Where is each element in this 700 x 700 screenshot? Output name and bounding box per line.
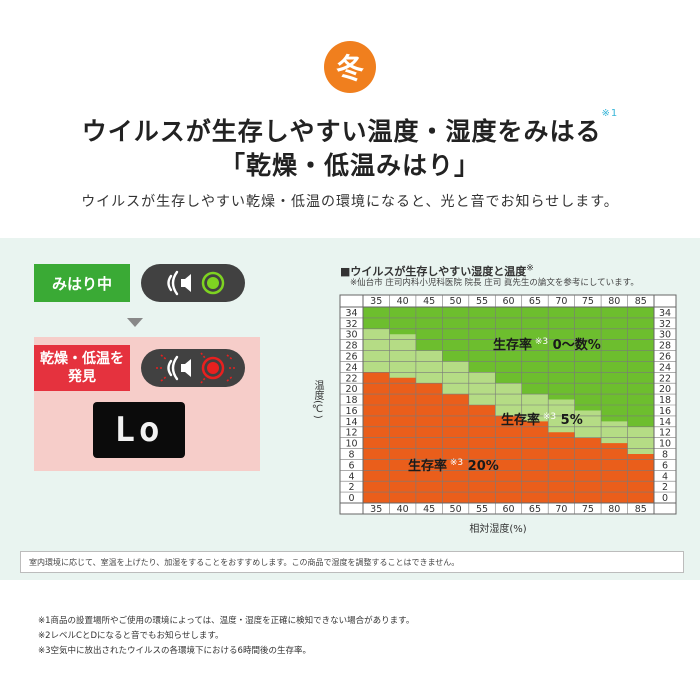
main-title-line2: 「乾燥・低温みはり」 bbox=[219, 151, 480, 180]
monitoring-indicator bbox=[141, 264, 245, 302]
y-tick-right: 6 bbox=[662, 460, 668, 471]
x-tick-bottom: 80 bbox=[608, 504, 620, 515]
notice-box: 室内環境に応じて、室温を上げたり、加湿をすることをおすすめします。この商品で湿度… bbox=[20, 551, 684, 573]
x-tick-top: 45 bbox=[423, 296, 435, 307]
chart-title-note: ※ bbox=[526, 263, 534, 274]
y-tick-right: 8 bbox=[662, 450, 668, 461]
x-tick-bottom: 85 bbox=[635, 504, 647, 515]
y-tick-left: 12 bbox=[345, 428, 357, 439]
y-tick-left: 34 bbox=[345, 308, 357, 319]
x-tick-bottom: 35 bbox=[370, 504, 382, 515]
sound-light-icon bbox=[167, 270, 225, 296]
y-tick-right: 0 bbox=[662, 493, 668, 504]
arrow-down-icon bbox=[127, 318, 143, 327]
y-tick-left: 18 bbox=[345, 395, 357, 406]
x-tick-top: 85 bbox=[635, 296, 647, 307]
y-tick-left: 20 bbox=[345, 384, 357, 395]
x-tick-bottom: 70 bbox=[555, 504, 567, 515]
season-badge: 冬 bbox=[324, 41, 376, 93]
x-tick-top: 70 bbox=[555, 296, 567, 307]
x-tick-top: 65 bbox=[529, 296, 541, 307]
alert-tag: 乾燥・低温を 発見 bbox=[34, 345, 130, 391]
x-tick-top: 80 bbox=[608, 296, 620, 307]
y-tick-right: 10 bbox=[659, 439, 671, 450]
y-tick-left: 32 bbox=[345, 319, 357, 330]
chart-title-text: ■ウイルスが生存しやすい湿度と温度 bbox=[340, 265, 527, 278]
x-tick-top: 40 bbox=[397, 296, 409, 307]
y-tick-left: 8 bbox=[348, 450, 354, 461]
zone-label-2: 生存率 ※3 20% bbox=[408, 458, 499, 474]
x-tick-bottom: 50 bbox=[450, 504, 462, 515]
y-tick-right: 24 bbox=[659, 362, 671, 373]
y-tick-right: 26 bbox=[659, 352, 671, 363]
y-tick-left: 10 bbox=[345, 439, 357, 450]
x-tick-bottom: 45 bbox=[423, 504, 435, 515]
chart-source-note: ※仙台市 庄司内科小児科医院 院長 庄司 眞先生の論文を参考にしています。 bbox=[350, 278, 639, 288]
x-tick-top: 75 bbox=[582, 296, 594, 307]
x-tick-bottom: 65 bbox=[529, 504, 541, 515]
alert-tag-line2: 発見 bbox=[68, 369, 96, 385]
footnote-2: ※2レベルCとDになると音でもお知らせします。 bbox=[38, 631, 224, 641]
y-tick-left: 28 bbox=[345, 341, 357, 352]
footnote-3: ※3空気中に放出されたウイルスの各環境下における6時間後の生存率。 bbox=[38, 646, 311, 656]
alert-sound-light-icon bbox=[156, 352, 236, 384]
x-tick-top: 50 bbox=[450, 296, 462, 307]
y-tick-left: 6 bbox=[348, 460, 354, 471]
x-tick-bottom: 55 bbox=[476, 504, 488, 515]
subtitle: ウイルスが生存しやすい乾燥・低温の環境になると、光と音でお知らせします。 bbox=[81, 194, 619, 210]
y-tick-right: 16 bbox=[659, 406, 671, 417]
x-tick-bottom: 75 bbox=[582, 504, 594, 515]
alert-tag-line1: 乾燥・低温を bbox=[40, 351, 124, 367]
y-tick-left: 26 bbox=[345, 352, 357, 363]
y-tick-left: 24 bbox=[345, 362, 357, 373]
alert-indicator bbox=[141, 349, 245, 387]
y-tick-right: 22 bbox=[659, 373, 671, 384]
x-axis-label: 相対湿度(%) bbox=[469, 524, 527, 535]
monitoring-tag: みはり中 bbox=[34, 264, 130, 302]
y-tick-left: 16 bbox=[345, 406, 357, 417]
x-tick-top: 60 bbox=[502, 296, 514, 307]
chart-title: ■ウイルスが生存しやすい湿度と温度※ bbox=[340, 263, 534, 279]
y-tick-left: 22 bbox=[345, 373, 357, 384]
y-tick-right: 30 bbox=[659, 330, 671, 341]
x-tick-bottom: 60 bbox=[502, 504, 514, 515]
y-axis-label: 温度(℃) bbox=[312, 380, 323, 419]
y-tick-right: 14 bbox=[659, 417, 671, 428]
y-tick-right: 2 bbox=[662, 482, 668, 493]
y-tick-right: 32 bbox=[659, 319, 671, 330]
y-tick-right: 34 bbox=[659, 308, 671, 319]
main-title-line1: ウイルスが生存しやすい温度・湿度をみはる※1 bbox=[0, 108, 700, 148]
x-tick-top: 35 bbox=[370, 296, 382, 307]
y-tick-right: 28 bbox=[659, 341, 671, 352]
y-tick-left: 2 bbox=[348, 482, 354, 493]
y-tick-right: 12 bbox=[659, 428, 671, 439]
y-tick-right: 18 bbox=[659, 395, 671, 406]
y-tick-right: 20 bbox=[659, 384, 671, 395]
main-title-text: ウイルスが生存しやすい温度・湿度をみはる bbox=[81, 117, 602, 146]
y-tick-left: 0 bbox=[348, 493, 354, 504]
zone-label-1: 生存率 ※3 5% bbox=[501, 412, 583, 428]
title-footnote-mark: ※1 bbox=[601, 108, 619, 119]
y-tick-left: 14 bbox=[345, 417, 357, 428]
x-tick-top: 55 bbox=[476, 296, 488, 307]
x-tick-bottom: 40 bbox=[397, 504, 409, 515]
y-tick-left: 30 bbox=[345, 330, 357, 341]
zone-label-0: 生存率 ※3 0〜数% bbox=[493, 337, 601, 353]
y-tick-right: 4 bbox=[662, 471, 668, 482]
y-tick-left: 4 bbox=[348, 471, 354, 482]
lcd-display: Lo bbox=[93, 402, 185, 458]
footnote-1: ※1商品の設置場所やご使用の環境によっては、温度・湿度を正確に検知できない場合が… bbox=[38, 616, 415, 626]
